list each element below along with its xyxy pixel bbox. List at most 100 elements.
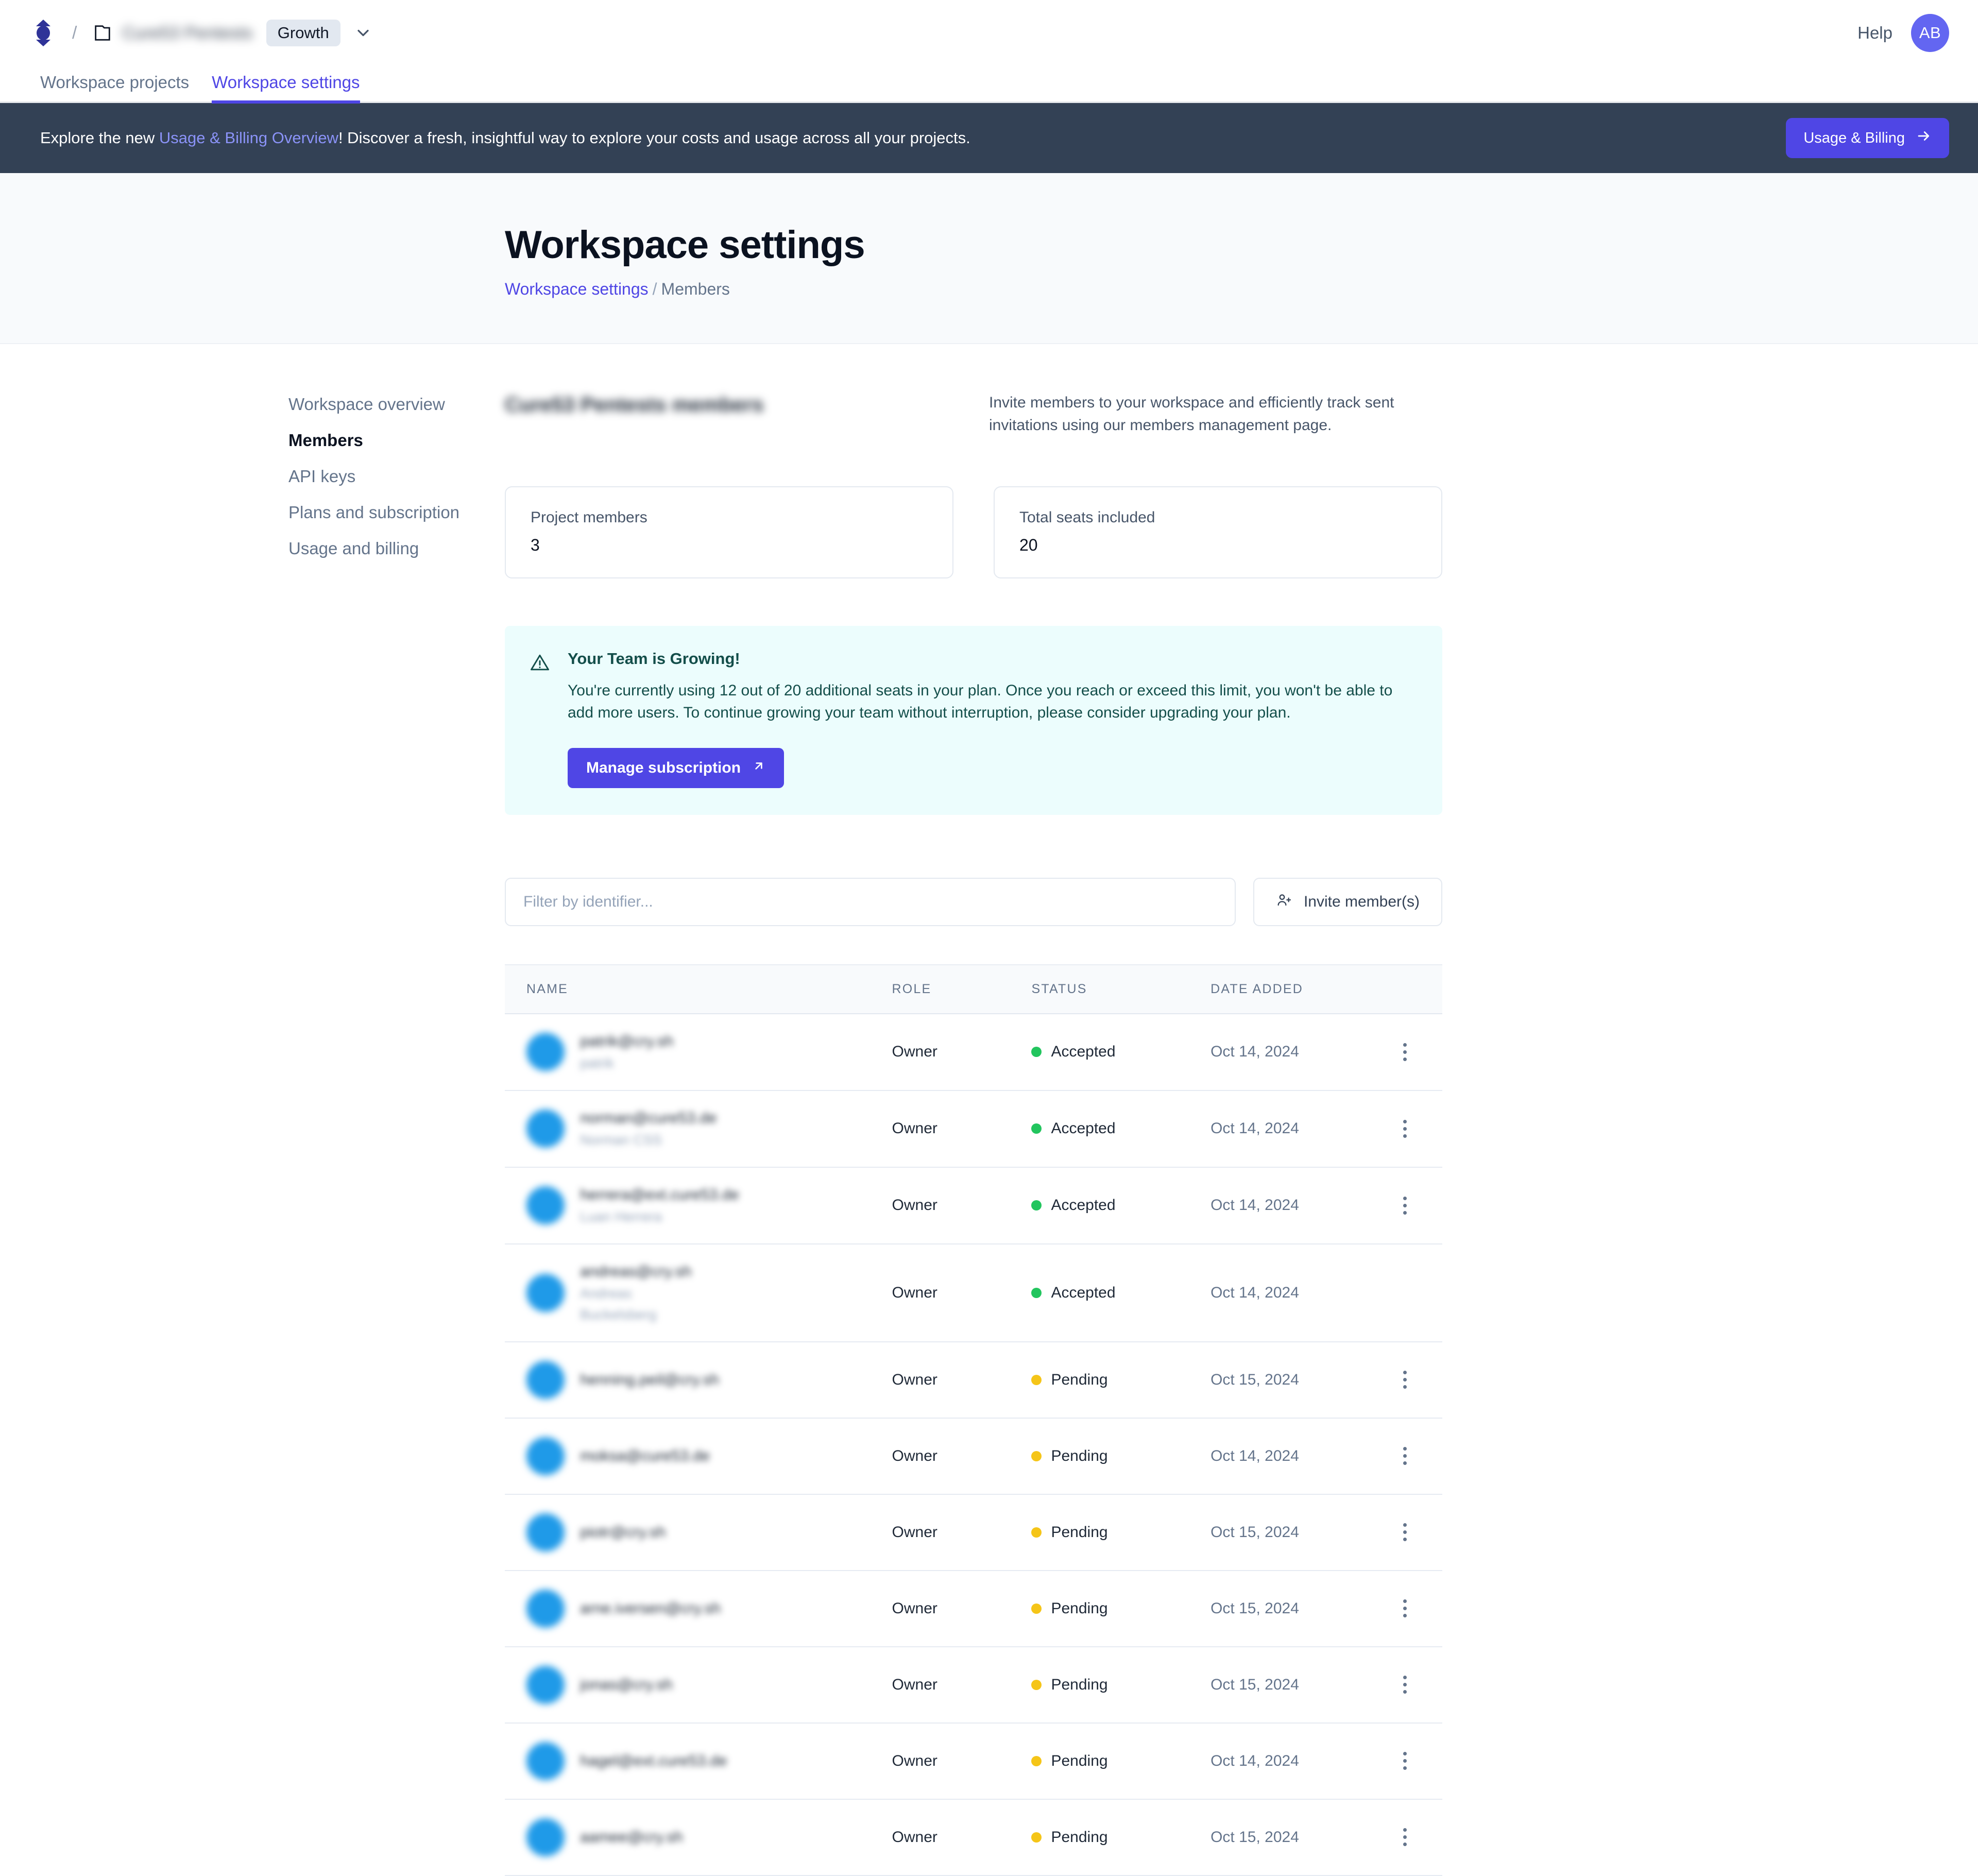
table-row[interactable]: herrera@ext.cure53.de Luan Herrera Owner… [505,1167,1442,1244]
cell-actions [1390,1418,1442,1494]
cell-status: Accepted [1031,1014,1210,1090]
avatar[interactable]: AB [1911,14,1949,52]
sidebar-item-workspace-overview[interactable]: Workspace overview [288,395,445,414]
cell-actions [1390,1342,1442,1418]
member-email: hagel@ext.cure53.de [580,1752,727,1769]
status-dot-icon [1031,1527,1042,1538]
role-text: Owner [892,1197,937,1214]
role-text: Owner [892,1523,937,1541]
cell-status: Pending [1031,1571,1210,1647]
external-link-arrow-icon [752,759,765,777]
kebab-menu-icon[interactable] [1390,1365,1421,1395]
stat-value: 3 [531,535,540,554]
members-toolbar: Invite member(s) [505,877,1442,926]
status-text: Pending [1051,1752,1108,1769]
avatar [526,1437,565,1475]
cell-name: andreas@cry.sh Andreas Buckelsberg [505,1244,892,1342]
table-row[interactable]: moksa@cure53.de Owner Pending Oct 14, 20… [505,1418,1442,1494]
kebab-menu-icon[interactable] [1390,1822,1421,1853]
kebab-menu-icon[interactable] [1390,1441,1421,1472]
sidebar-item-members[interactable]: Members [288,431,363,450]
cell-role: Owner [892,1418,1032,1494]
column-header-name: NAME [526,981,569,996]
status-badge: Pending [1031,1676,1210,1694]
role-text: Owner [892,1447,937,1464]
cell-name: patrik@cry.sh patrik [505,1014,892,1090]
sidebar-item-api-keys[interactable]: API keys [288,467,356,486]
breadcrumb-current: Members [661,280,730,298]
chevron-down-icon[interactable] [354,24,372,42]
cell-actions [1390,1014,1442,1090]
kebab-menu-icon[interactable] [1390,1669,1421,1700]
cell-role: Owner [892,1799,1032,1875]
table-row[interactable]: andreas@cry.sh Andreas Buckelsberg Owner … [505,1244,1442,1342]
date-added-text: Oct 14, 2024 [1210,1447,1299,1464]
members-table-body: patrik@cry.sh patrik Owner Accepted Oct … [505,1014,1442,1875]
tab-workspace-projects[interactable]: Workspace projects [40,73,190,92]
cell-actions [1390,1494,1442,1571]
cell-role: Owner [892,1090,1032,1167]
workspace-tabs: Workspace projects Workspace settings [0,66,1978,104]
cell-actions [1390,1167,1442,1244]
cell-role: Owner [892,1723,1032,1799]
table-row[interactable]: piotr@cry.sh Owner Pending Oct 15, 2024 [505,1494,1442,1571]
avatar [526,1273,565,1312]
member-email: norman@cure53.de [580,1109,717,1127]
table-row[interactable]: norman@cure53.de Norman CSS Owner Accept… [505,1090,1442,1167]
sidebar-item-plans-and-subscription[interactable]: Plans and subscription [288,503,460,522]
date-added-text: Oct 15, 2024 [1210,1676,1299,1693]
table-row[interactable]: jonas@cry.sh Owner Pending Oct 15, 2024 [505,1647,1442,1723]
cell-name: piotr@cry.sh [505,1494,892,1571]
cell-status: Pending [1031,1342,1210,1418]
kebab-menu-icon[interactable] [1390,1746,1421,1777]
date-added-text: Oct 14, 2024 [1210,1120,1299,1137]
member-email: moksa@cure53.de [580,1447,710,1464]
avatar [526,1742,565,1780]
kebab-menu-icon[interactable] [1390,1190,1421,1221]
cell-date-added: Oct 15, 2024 [1210,1342,1390,1418]
date-added-text: Oct 15, 2024 [1210,1371,1299,1388]
cure53-logo-icon[interactable] [29,19,58,47]
cell-name: moksa@cure53.de [505,1418,892,1494]
breadcrumb-sep: / [652,280,657,298]
cell-role: Owner [892,1244,1032,1342]
table-row[interactable]: hagel@ext.cure53.de Owner Pending Oct 14… [505,1723,1442,1799]
status-text: Pending [1051,1599,1108,1617]
breadcrumb-workspace-settings[interactable]: Workspace settings [505,280,649,298]
tab-workspace-settings[interactable]: Workspace settings [212,73,360,104]
kebab-menu-icon[interactable] [1390,1517,1421,1548]
help-link[interactable]: Help [1857,23,1892,42]
cell-name: henning.peil@cry.sh [505,1342,892,1418]
date-added-text: Oct 14, 2024 [1210,1043,1299,1061]
kebab-menu-icon[interactable] [1390,1113,1421,1144]
invite-members-button[interactable]: Invite member(s) [1253,877,1442,926]
invite-members-label: Invite member(s) [1303,893,1420,910]
user-plus-icon [1276,892,1292,912]
cell-status: Pending [1031,1799,1210,1875]
cell-name: aamee@cry.sh [505,1799,892,1875]
kebab-menu-icon[interactable] [1390,1036,1421,1067]
table-row[interactable]: patrik@cry.sh patrik Owner Accepted Oct … [505,1014,1442,1090]
workspace-name[interactable]: Cure53 Pentests [122,23,253,42]
member-email: piotr@cry.sh [580,1523,666,1541]
filter-input[interactable] [505,877,1236,926]
status-badge: Pending [1031,1371,1210,1389]
usage-billing-button[interactable]: Usage & Billing [1786,118,1949,158]
table-row[interactable]: henning.peil@cry.sh Owner Pending Oct 15… [505,1342,1442,1418]
settings-sidenav: Workspace overview Members API keys Plan… [288,391,505,1876]
manage-subscription-button[interactable]: Manage subscription [568,747,785,788]
role-text: Owner [892,1371,937,1388]
members-table-head: NAME ROLE STATUS DATE ADDED [505,964,1442,1014]
table-row[interactable]: aamee@cry.sh Owner Pending Oct 15, 2024 [505,1799,1442,1875]
cell-date-added: Oct 15, 2024 [1210,1799,1390,1875]
status-badge: Accepted [1031,1043,1210,1061]
avatar [526,1513,565,1551]
cell-status: Pending [1031,1647,1210,1723]
status-text: Pending [1051,1676,1108,1693]
table-row[interactable]: arne.iversen@cry.sh Owner Pending Oct 15… [505,1571,1442,1647]
sidebar-item-usage-and-billing[interactable]: Usage and billing [288,539,419,558]
usage-billing-overview-link[interactable]: Usage & Billing Overview [159,129,338,147]
warning-triangle-icon [528,652,551,674]
kebab-menu-icon[interactable] [1390,1593,1421,1624]
plan-badge: Growth [266,20,340,46]
